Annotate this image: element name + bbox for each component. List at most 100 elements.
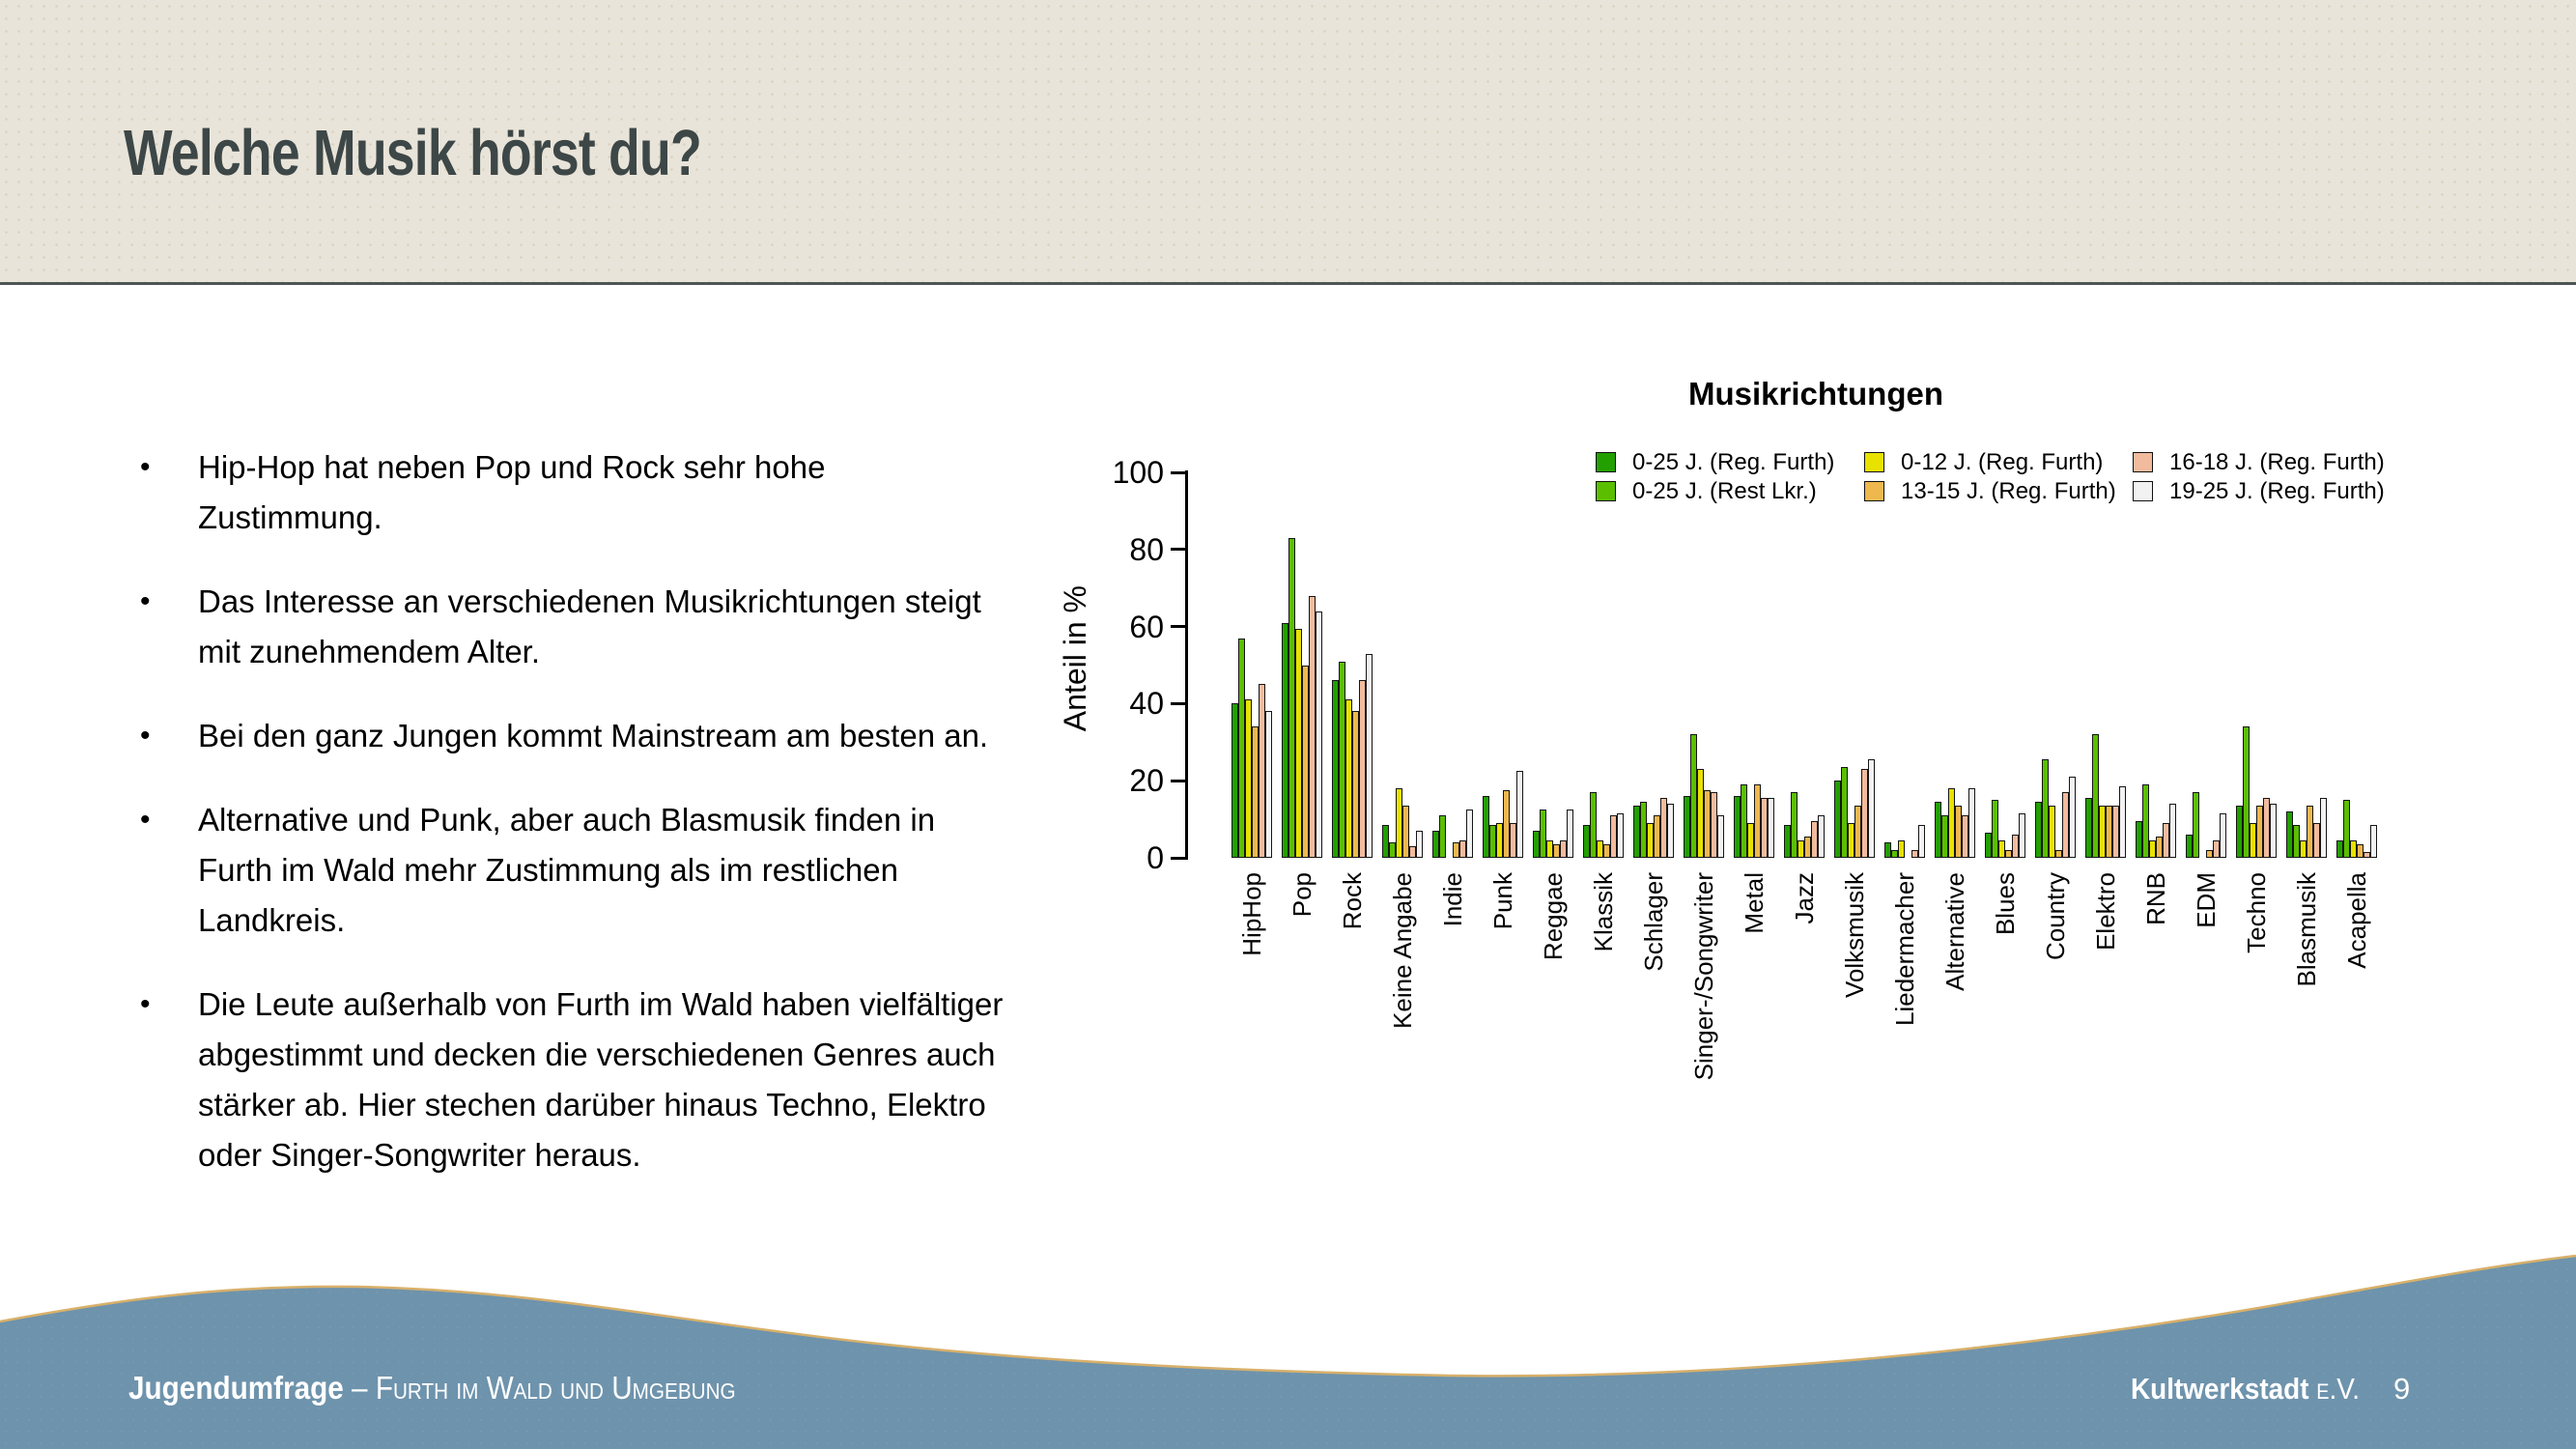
bar bbox=[2156, 837, 2163, 858]
footer-wave-texture bbox=[0, 1256, 2576, 1449]
x-axis-label: Blasmusik bbox=[2292, 872, 2321, 987]
footer-survey-name: Jugendumfrage bbox=[128, 1370, 344, 1406]
bar bbox=[1265, 711, 1272, 858]
bar bbox=[2092, 734, 2099, 858]
bar bbox=[2350, 840, 2357, 858]
y-tick-mark bbox=[1171, 470, 1185, 474]
bar bbox=[1238, 638, 1245, 858]
bar bbox=[1811, 821, 1818, 858]
bar bbox=[1647, 823, 1654, 858]
bar bbox=[1941, 815, 1948, 858]
y-tick-label: 60 bbox=[1129, 609, 1164, 644]
bar bbox=[1231, 703, 1238, 858]
legend-swatch bbox=[2133, 481, 2153, 501]
y-tick-label: 20 bbox=[1129, 763, 1164, 799]
bar bbox=[2005, 850, 2012, 858]
bar bbox=[1704, 790, 1711, 858]
bar bbox=[1339, 661, 1345, 858]
x-axis-label: Schlager bbox=[1639, 872, 1668, 972]
bar bbox=[1553, 844, 1560, 858]
x-axis-label: Liedermacher bbox=[1890, 872, 1919, 1026]
bar bbox=[2012, 835, 2019, 858]
bar bbox=[1868, 759, 1875, 858]
footer-org-suffix: e.V. bbox=[2308, 1372, 2360, 1406]
bar bbox=[2049, 806, 2055, 858]
bar bbox=[1861, 769, 1868, 858]
bar bbox=[1690, 734, 1697, 858]
bar bbox=[2286, 811, 2293, 858]
bar bbox=[1252, 726, 1259, 858]
bar bbox=[1603, 844, 1610, 858]
bar bbox=[1711, 792, 1717, 858]
bar bbox=[1798, 840, 1804, 858]
bar bbox=[1432, 831, 1439, 858]
legend-label: 19-25 J. (Reg. Furth) bbox=[2169, 478, 2385, 504]
x-axis-label: Reggae bbox=[1539, 872, 1568, 961]
bar bbox=[2042, 759, 2049, 858]
footer-org-text: Kultwerkstadt e.V. bbox=[2131, 1372, 2360, 1406]
bar bbox=[2085, 798, 2092, 858]
bar bbox=[1295, 628, 1302, 858]
x-axis-label: Rock bbox=[1338, 872, 1367, 930]
bar bbox=[2112, 806, 2119, 858]
legend-swatch bbox=[1864, 452, 1884, 472]
bar bbox=[1935, 802, 1941, 858]
bar bbox=[2069, 777, 2076, 858]
legend-swatch bbox=[2133, 452, 2153, 472]
bar bbox=[1848, 823, 1854, 858]
bar bbox=[1660, 798, 1667, 858]
y-tick-label: 40 bbox=[1129, 686, 1164, 722]
bar bbox=[1567, 810, 1573, 858]
bar bbox=[2142, 784, 2149, 858]
bar bbox=[1533, 831, 1540, 858]
bar bbox=[1382, 825, 1389, 858]
bullet-text: Das Interesse an verschiedenen Musikrich… bbox=[198, 583, 981, 669]
x-axis-label: Techno bbox=[2242, 872, 2271, 953]
bar bbox=[1640, 802, 1647, 858]
bullet-text: Die Leute außerhalb von Furth im Wald ha… bbox=[198, 986, 1004, 1173]
bar bbox=[1834, 781, 1841, 858]
bar bbox=[1918, 825, 1925, 858]
x-axis-label: Jazz bbox=[1790, 872, 1819, 924]
bar bbox=[2169, 804, 2176, 858]
bar bbox=[1459, 840, 1466, 858]
bullet-item: Das Interesse an verschiedenen Musikrich… bbox=[140, 577, 1009, 677]
x-axis-label: Punk bbox=[1488, 872, 1517, 930]
bar bbox=[2062, 792, 2069, 858]
bar bbox=[1560, 840, 1567, 858]
bar bbox=[1352, 711, 1359, 858]
y-tick-label: 80 bbox=[1129, 531, 1164, 567]
x-axis-label: Acapella bbox=[2342, 872, 2371, 969]
bar bbox=[2119, 786, 2126, 858]
legend-swatch bbox=[1864, 481, 1884, 501]
footer-survey-region: – Furth im Wald und Umgebung bbox=[343, 1370, 736, 1406]
x-axis-label: Indie bbox=[1438, 872, 1467, 927]
bar bbox=[2370, 825, 2377, 858]
bar bbox=[2149, 840, 2156, 858]
bar bbox=[1955, 806, 1962, 858]
bar bbox=[2256, 806, 2263, 858]
page-number: 9 bbox=[2393, 1372, 2411, 1406]
bar bbox=[1583, 825, 1590, 858]
bar bbox=[2220, 813, 2226, 858]
legend-label: 0-25 J. (Reg. Furth) bbox=[1632, 449, 1835, 475]
bar bbox=[2236, 806, 2243, 858]
bar bbox=[1516, 771, 1523, 858]
bar bbox=[2206, 850, 2213, 858]
legend-label: 0-12 J. (Reg. Furth) bbox=[1901, 449, 2104, 475]
footer-wave-edge bbox=[0, 1254, 2576, 1378]
bullet-text: Hip-Hop hat neben Pop und Rock sehr hohe… bbox=[198, 449, 826, 535]
bar bbox=[2136, 821, 2142, 858]
bar bbox=[2019, 813, 2025, 858]
bar bbox=[2099, 806, 2106, 858]
bar bbox=[2357, 844, 2364, 858]
bar bbox=[1316, 611, 1322, 858]
bar bbox=[1891, 850, 1898, 858]
bar bbox=[2336, 840, 2343, 858]
x-axis-label: Elektro bbox=[2091, 872, 2120, 951]
footer-org-name: Kultwerkstadt bbox=[2131, 1372, 2309, 1406]
bar bbox=[2313, 823, 2320, 858]
bar bbox=[1804, 837, 1811, 858]
bar bbox=[2035, 802, 2042, 858]
